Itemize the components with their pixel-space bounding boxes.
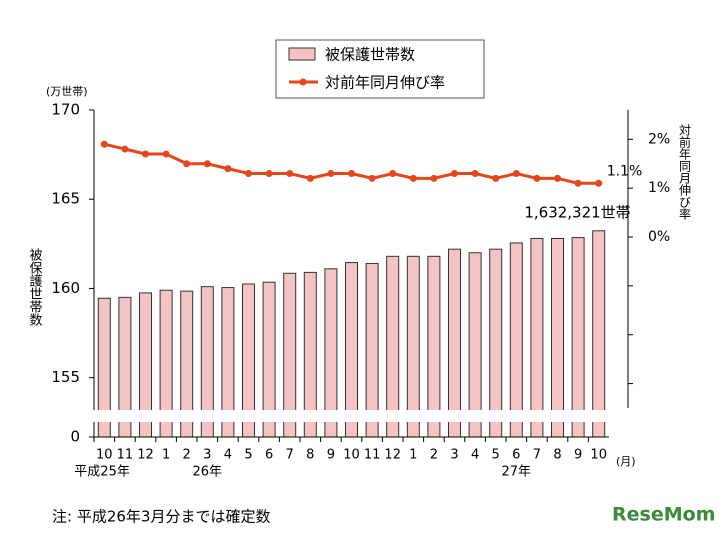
annotation: 1,632,321世帯 [524,203,630,221]
bar [406,255,420,438]
bar [448,248,461,438]
bar [427,255,441,438]
line-point [245,170,252,178]
line-point [100,140,108,148]
line-point [183,160,191,168]
x-tick-label: 12 [384,448,401,463]
line-point [512,170,520,178]
x-tick-label: 3 [203,448,211,463]
x-tick-label: 9 [574,448,582,463]
legend-swatch [288,47,316,61]
line-point [121,145,129,153]
x-tick-label: 6 [265,448,273,463]
line-point [554,174,561,182]
line [103,142,599,185]
x-tick-label: 12 [137,448,154,463]
line-point [286,170,294,178]
line-point [389,170,397,178]
bar [551,237,564,438]
legend-label: 対前年同月伸び率 [325,74,445,92]
line-point [430,174,438,182]
x-tick-label: 10 [96,448,113,463]
x-tick-label: 2 [430,448,438,463]
y-tick-label: 160 [51,279,80,297]
x-tick-label: 6 [512,448,520,463]
line-point [574,179,582,187]
line-point [595,179,603,187]
x-tick-label: 8 [553,448,561,463]
y-tick-label: 155 [51,368,80,386]
line-point [162,150,170,158]
line-point [368,174,376,182]
year-label: 26年 [193,465,223,480]
x-tick-label: 1 [409,448,417,463]
line-point [203,160,211,168]
x-tick-label: 9 [327,448,335,463]
bar [592,230,606,438]
year-label: 27年 [502,465,532,480]
y-tick-label: 165 [51,190,80,208]
bar [571,237,585,438]
bar [489,248,503,438]
line-point [348,170,355,178]
watermark: ReseMom [612,504,715,526]
x-tick-label: 5 [244,448,252,463]
line-point [306,174,314,182]
note: 注: 平成26年3月分までは確定数 [52,508,270,526]
x-tick-label: 2 [183,448,191,463]
x-tick-label: 7 [533,448,541,463]
y-unit: (万世帯) [46,85,88,98]
bar [509,242,523,438]
line-point [409,174,417,182]
x-tick-label: 5 [492,448,500,463]
x-tick-label: 4 [471,448,479,463]
y-tick-label: 0 [70,428,80,446]
annotation: 1.1% [607,163,643,179]
x-tick-label: 3 [450,448,458,463]
x-tick-label: 11 [117,448,134,463]
line-point [451,170,458,178]
axis-break [86,410,616,422]
y2-tick-label: 2% [648,131,670,147]
bar [386,255,400,438]
x-tick-label: 11 [364,448,381,463]
y-axis-label: 被保護世帯数 [27,248,43,326]
legend-label: 被保護世帯数 [325,46,415,64]
x-tick-label: 7 [286,448,294,463]
x-tick-label: 10 [343,448,360,463]
line-point [327,170,335,178]
x-tick-label: 4 [224,448,232,463]
y2-axis-label: 対前年同月伸び率 [678,124,692,220]
legend-swatch [299,78,307,86]
bar [530,237,544,438]
x-tick-label: 1 [162,448,170,463]
line-point [142,150,149,158]
line-point [224,165,232,173]
x-unit: (月) [616,455,636,468]
line-point [492,174,500,182]
y2-tick-label: 1% [648,180,670,196]
year-label: 平成25年 [74,465,130,480]
bar [468,252,482,438]
line-point [471,170,479,178]
y2-tick-label: 0% [648,229,670,245]
x-tick-label: 10 [590,448,607,463]
x-tick-label: 8 [306,448,314,463]
line-point [265,170,273,178]
y-tick-label: 170 [51,101,80,119]
line-point [533,174,541,182]
